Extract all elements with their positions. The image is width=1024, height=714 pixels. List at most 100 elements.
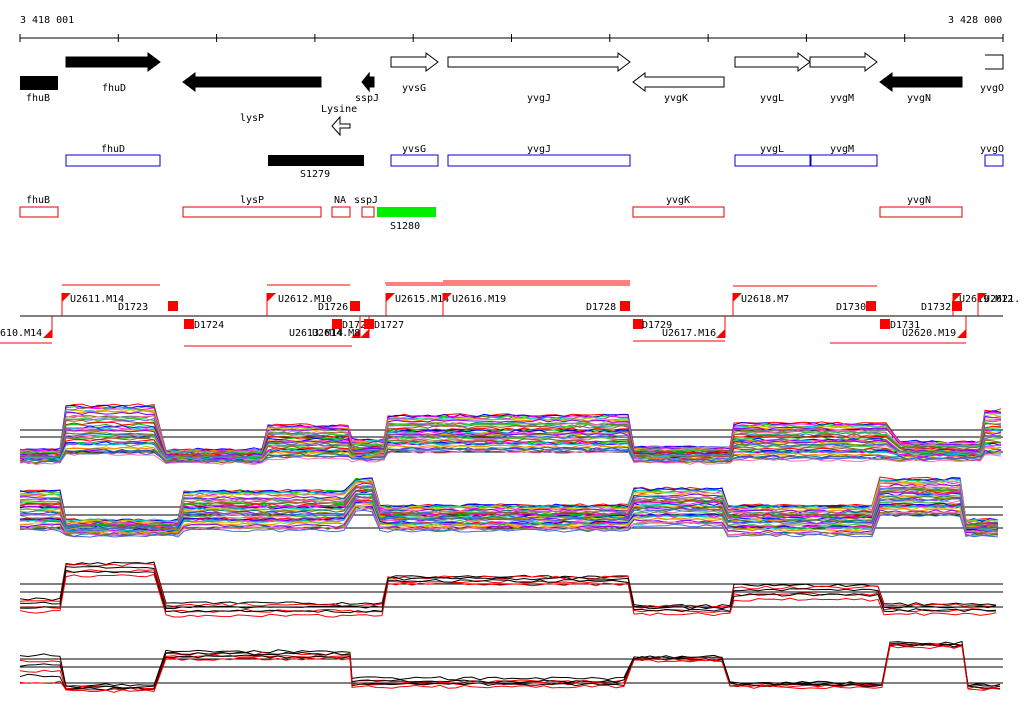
fwd-transcript-box[interactable] xyxy=(447,154,631,167)
gene-lysP[interactable]: lysP xyxy=(182,72,322,124)
upshift-U2611.M14[interactable]: U2611.M14 xyxy=(61,293,124,316)
upshift-610.M14[interactable]: 610.M14 xyxy=(0,316,53,339)
gene-arrow[interactable] xyxy=(20,76,58,90)
downshift-label: D1727 xyxy=(374,320,404,331)
gene-yvgK[interactable]: yvgK xyxy=(632,72,725,104)
gene-arrow[interactable] xyxy=(734,52,811,72)
downshift-D1724[interactable]: D1724 xyxy=(184,319,224,331)
rev-transcript-box[interactable] xyxy=(361,206,375,218)
gene-arrow[interactable] xyxy=(182,72,322,92)
gene-arrow[interactable] xyxy=(65,52,161,72)
gene-arrow[interactable] xyxy=(879,72,963,92)
profile-line xyxy=(19,417,1002,455)
downshift-D1723[interactable]: D1723 xyxy=(118,301,178,313)
upshift-U2617.M16[interactable]: U2617.M16 xyxy=(662,316,726,339)
downshift-D1732[interactable]: D1732 xyxy=(921,301,962,313)
ruler-ticks xyxy=(19,34,1004,42)
profile-line xyxy=(19,573,997,618)
rev-transcript-box[interactable] xyxy=(879,206,963,218)
gene-sspJ[interactable]: sspJ xyxy=(355,71,379,104)
upshift-U2620.M19[interactable]: U2620.M19 xyxy=(902,316,967,339)
fwd-transcript-box[interactable] xyxy=(390,154,439,167)
fwd-segment[interactable] xyxy=(268,155,364,166)
downshift-D1731[interactable]: D1731 xyxy=(880,319,920,331)
fwd-transcript-yvsG[interactable]: yvsG xyxy=(390,144,439,167)
fwd-transcript-yvgM[interactable]: yvgM xyxy=(810,144,878,167)
gene-arrow[interactable] xyxy=(390,52,439,72)
upshift-U2616.M19[interactable]: U2616.M19 xyxy=(442,293,506,316)
upshift-label: U2617.M16 xyxy=(662,328,716,339)
gene-yvgN[interactable]: yvgN xyxy=(879,72,963,104)
upshift-U2614.M8[interactable]: U2614.M8 xyxy=(312,316,370,339)
downshift-D1725[interactable]: D1725 xyxy=(332,319,372,331)
fwd-transcript-yvgJ[interactable]: yvgJ xyxy=(447,144,631,167)
upshift-U2612.M10[interactable]: U2612.M10 xyxy=(266,293,332,316)
rev-transcript-sspJ[interactable]: sspJ xyxy=(354,195,378,218)
gene-yvgL[interactable]: yvgL xyxy=(734,52,811,104)
fwd-transcript-label: yvgO xyxy=(980,144,1004,155)
profile-line xyxy=(19,645,1001,693)
downshift-D1726[interactable]: D1726 xyxy=(318,301,360,313)
gene-label: yvgK xyxy=(664,93,688,104)
upshift-label: U2619.M12 xyxy=(959,294,1013,305)
gene-label: fhuD xyxy=(102,83,126,94)
rev-transcript-fhuB[interactable]: fhuB xyxy=(19,195,59,218)
rev-segment[interactable] xyxy=(377,207,436,217)
upshift-U2613.M14[interactable]: U2613.M14 xyxy=(289,316,361,339)
fwd-transcript-fhuD[interactable]: fhuD xyxy=(65,144,161,167)
rev-transcript-box[interactable] xyxy=(19,206,59,218)
rev-transcript-box[interactable] xyxy=(182,206,322,218)
downshift-label: D1724 xyxy=(194,320,224,331)
rev-transcript-NA[interactable]: NA xyxy=(331,195,351,218)
downshift-D1728[interactable]: D1728 xyxy=(586,301,630,313)
rev-transcript-label: yvgN xyxy=(907,195,931,206)
expression-profile-panels xyxy=(19,403,1003,693)
profile-line xyxy=(19,502,999,533)
gene-arrow[interactable] xyxy=(447,52,631,72)
downshift-label: D1729 xyxy=(642,320,672,331)
profile-line xyxy=(19,441,1002,461)
fwd-transcript-box[interactable] xyxy=(810,154,878,167)
rev-transcript-box[interactable] xyxy=(632,206,725,218)
gene-arrow[interactable] xyxy=(985,54,1004,70)
upshift-U2618.M7[interactable]: U2618.M7 xyxy=(732,293,789,316)
rev-transcript-yvgK[interactable]: yvgK xyxy=(632,195,725,218)
fwd-transcript-label: yvsG xyxy=(402,144,426,155)
fwd-transcript-box[interactable] xyxy=(734,154,811,167)
fwd-transcript-yvgL[interactable]: yvgL xyxy=(734,144,811,167)
upshift-U2615.M14[interactable]: U2615.M14 xyxy=(385,293,449,316)
downshift-label: D1726 xyxy=(318,302,348,313)
upshift-U2621.[interactable]: U2621. xyxy=(977,293,1020,316)
rev-transcript-label: NA xyxy=(334,195,346,206)
gene-arrow[interactable] xyxy=(632,72,725,92)
rev-transcript-lysP[interactable]: lysP xyxy=(182,195,322,218)
gene-yvgM[interactable]: yvgM xyxy=(809,52,878,104)
fwd-transcript-box[interactable] xyxy=(984,154,1004,167)
riboswitch-arrow[interactable] xyxy=(331,115,351,137)
profile-line xyxy=(19,479,999,524)
downshift-D1729[interactable]: D1729 xyxy=(633,319,672,331)
fwd-transcript-yvgO[interactable]: yvgO xyxy=(980,144,1004,167)
rev-transcript-label: sspJ xyxy=(354,195,378,206)
gene-label: lysP xyxy=(240,113,264,124)
profile-line xyxy=(19,569,997,613)
gene-yvgJ[interactable]: yvgJ xyxy=(447,52,631,104)
gene-arrow[interactable] xyxy=(809,52,878,72)
downshift-D1730[interactable]: D1730 xyxy=(836,301,876,313)
rev-transcript-box[interactable] xyxy=(331,206,351,218)
profile-line xyxy=(19,561,997,608)
downshift-label: D1723 xyxy=(118,302,148,313)
gene-fhuD[interactable]: fhuD xyxy=(65,52,161,94)
profile-line xyxy=(19,442,1002,461)
gene-yvsG[interactable]: yvsG xyxy=(390,52,439,94)
upshift-label: U2612.M10 xyxy=(278,294,332,305)
gene-fhuB[interactable]: fhuB xyxy=(20,76,58,104)
fwd-transcript-box[interactable] xyxy=(65,154,161,167)
gene-arrow[interactable] xyxy=(361,71,375,93)
rev-transcript-yvgN[interactable]: yvgN xyxy=(879,195,963,218)
reverse-transcript-track: S1280 fhuB lysP NA sspJ yvgK yvgN xyxy=(19,195,963,232)
profile-line xyxy=(19,493,999,530)
coordinate-ruler: 3 418 001 3 428 000 xyxy=(19,15,1004,42)
riboswitch-feature[interactable]: Lysine xyxy=(321,104,357,137)
gene-yvgO[interactable]: yvgO xyxy=(980,54,1004,94)
